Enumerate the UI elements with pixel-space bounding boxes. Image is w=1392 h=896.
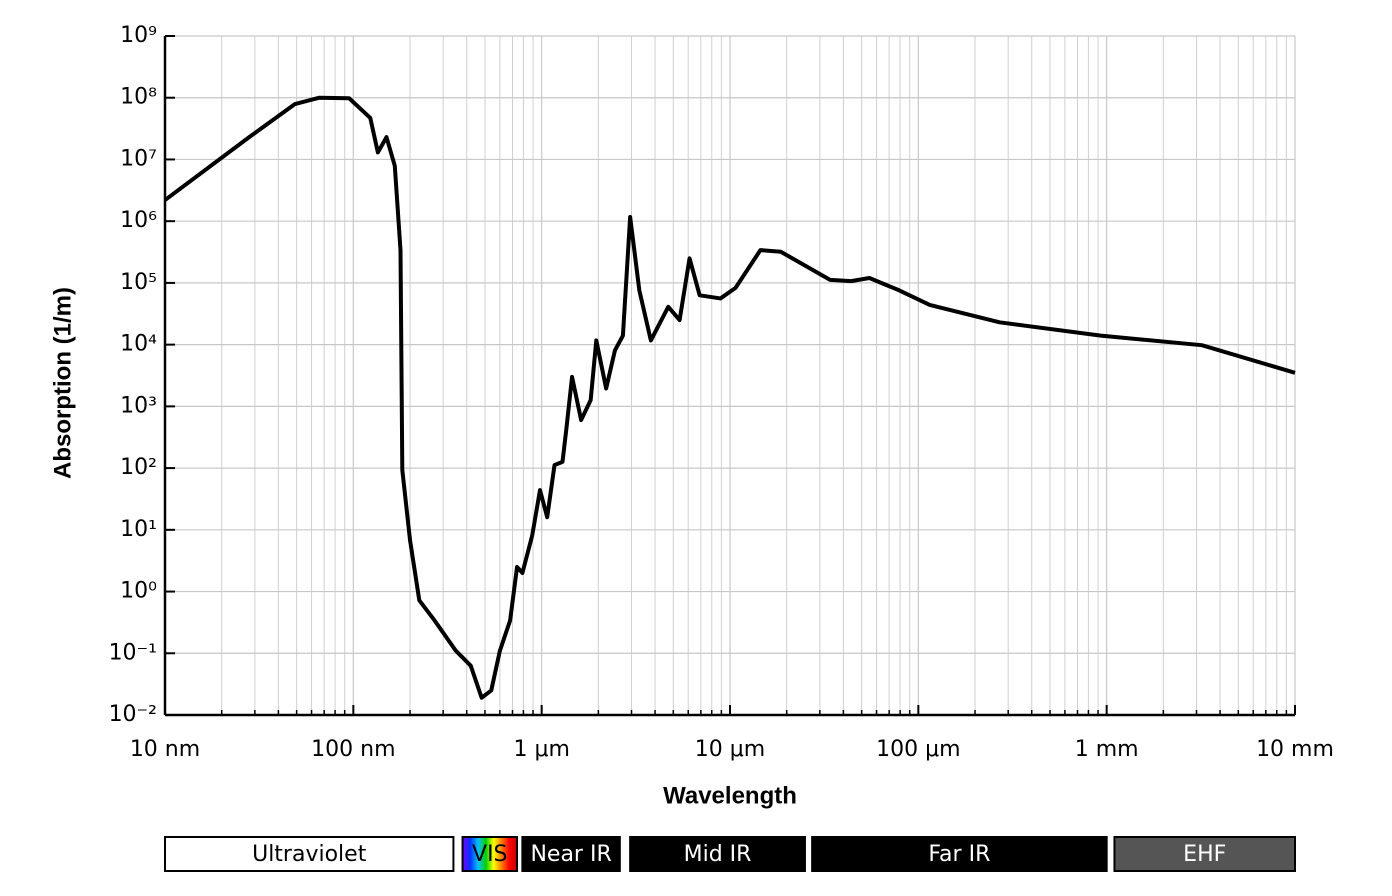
band-label: Near IR <box>530 842 611 867</box>
y-tick-label: 10⁴ <box>120 332 157 357</box>
x-tick-label: 1 mm <box>1075 737 1139 762</box>
band-label: Far IR <box>928 842 990 867</box>
y-tick-label: 10⁰ <box>120 579 157 604</box>
y-tick-label: 10⁷ <box>120 146 157 171</box>
y-tick-label: 10⁶ <box>120 208 157 233</box>
band <box>164 836 455 872</box>
y-tick-label: 10⁹ <box>120 23 157 48</box>
x-tick-label: 1 μm <box>513 737 569 762</box>
data-line <box>163 95 1296 700</box>
y-tick-label: 10⁸ <box>120 85 157 110</box>
y-tick-label: 10⁻¹ <box>109 640 157 665</box>
x-tick-label: 10 nm <box>130 737 200 762</box>
y-tick-label: 10¹ <box>120 517 157 542</box>
band <box>461 836 519 872</box>
band-label: EHF <box>1183 842 1226 867</box>
band-label: Mid IR <box>684 842 752 867</box>
x-tick-label: 100 μm <box>876 737 960 762</box>
band <box>1113 836 1296 872</box>
x-axis-label: Wavelength <box>663 782 797 809</box>
band-label: Ultraviolet <box>252 842 367 867</box>
band <box>629 836 806 872</box>
x-tick-label: 100 nm <box>311 737 395 762</box>
band <box>811 836 1108 872</box>
band <box>521 836 621 872</box>
y-tick-label: 10⁻² <box>109 702 157 727</box>
x-tick-label: 10 mm <box>1256 737 1334 762</box>
y-tick-label: 10² <box>120 455 157 480</box>
y-axis-label: Absorption (1/m) <box>49 287 76 479</box>
y-tick-label: 10³ <box>120 393 157 418</box>
band-label: VIS <box>472 842 508 867</box>
y-tick-label: 10⁵ <box>120 270 157 295</box>
x-tick-label: 10 μm <box>695 737 765 762</box>
